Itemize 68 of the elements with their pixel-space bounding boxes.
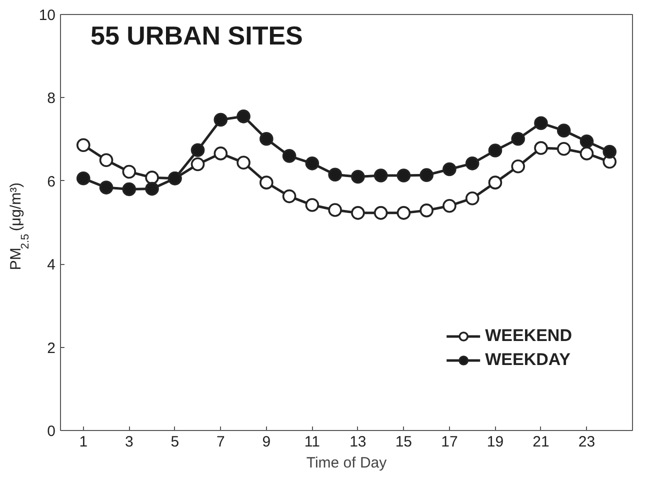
point [396, 168, 411, 182]
point [351, 206, 365, 220]
x-tick-label: 15 [395, 434, 412, 450]
point [145, 182, 159, 196]
y-tick-label: 0 [47, 423, 56, 440]
y-tick-label: 6 [47, 173, 56, 190]
point [145, 170, 159, 184]
x-axis-title: Time of Day [306, 454, 388, 472]
point [556, 142, 571, 156]
point [580, 134, 594, 148]
y-tick-label: 2 [47, 340, 56, 357]
point [465, 156, 480, 170]
point [602, 144, 617, 159]
point [236, 110, 250, 124]
point [396, 206, 411, 220]
point [76, 138, 90, 152]
point [305, 156, 320, 170]
point [374, 206, 388, 220]
point [465, 191, 480, 206]
x-tick-label: 23 [578, 434, 596, 450]
point [511, 132, 525, 146]
x-tick-label: 7 [216, 434, 225, 450]
point [214, 146, 228, 160]
point [122, 182, 136, 196]
point [488, 176, 502, 190]
x-tick-label: 9 [262, 434, 271, 450]
point [260, 176, 274, 190]
point [99, 153, 114, 167]
x-tick-label: 13 [350, 434, 366, 450]
point [328, 203, 342, 217]
point [214, 112, 228, 127]
point [442, 198, 456, 213]
point [488, 144, 502, 158]
point [511, 159, 525, 174]
point [99, 180, 114, 194]
x-tick-label: 1 [79, 434, 88, 450]
point [305, 198, 320, 212]
point [351, 170, 365, 184]
point [328, 168, 342, 182]
point [190, 143, 205, 158]
point [534, 141, 548, 155]
legend-label: WEEKDAY [485, 350, 570, 370]
point [190, 157, 205, 172]
point [282, 189, 296, 204]
y-tick-label: 4 [47, 256, 56, 274]
chart-title: 55 URBAN SITES [90, 20, 303, 50]
x-tick-label: 19 [486, 434, 504, 450]
point [442, 162, 456, 176]
x-tick-label: 11 [304, 434, 320, 450]
x-tick-label: 21 [532, 434, 550, 450]
y-axis-title: PM2.5 (μg/m³) [8, 182, 32, 270]
point [236, 156, 250, 170]
point [420, 168, 434, 182]
point [260, 132, 274, 146]
x-tick-label: 17 [441, 434, 458, 450]
point [76, 172, 90, 186]
point [122, 164, 136, 179]
x-tick-label: 3 [124, 434, 134, 450]
point [580, 146, 594, 160]
y-tick-label: 8 [47, 90, 56, 108]
legend-label: WEEKEND [485, 326, 572, 346]
point [374, 168, 388, 182]
point [282, 149, 296, 163]
x-tick-label: 5 [170, 434, 180, 450]
point [534, 116, 548, 130]
point [556, 124, 571, 138]
y-tick-label: 10 [38, 7, 56, 24]
point [420, 204, 434, 218]
